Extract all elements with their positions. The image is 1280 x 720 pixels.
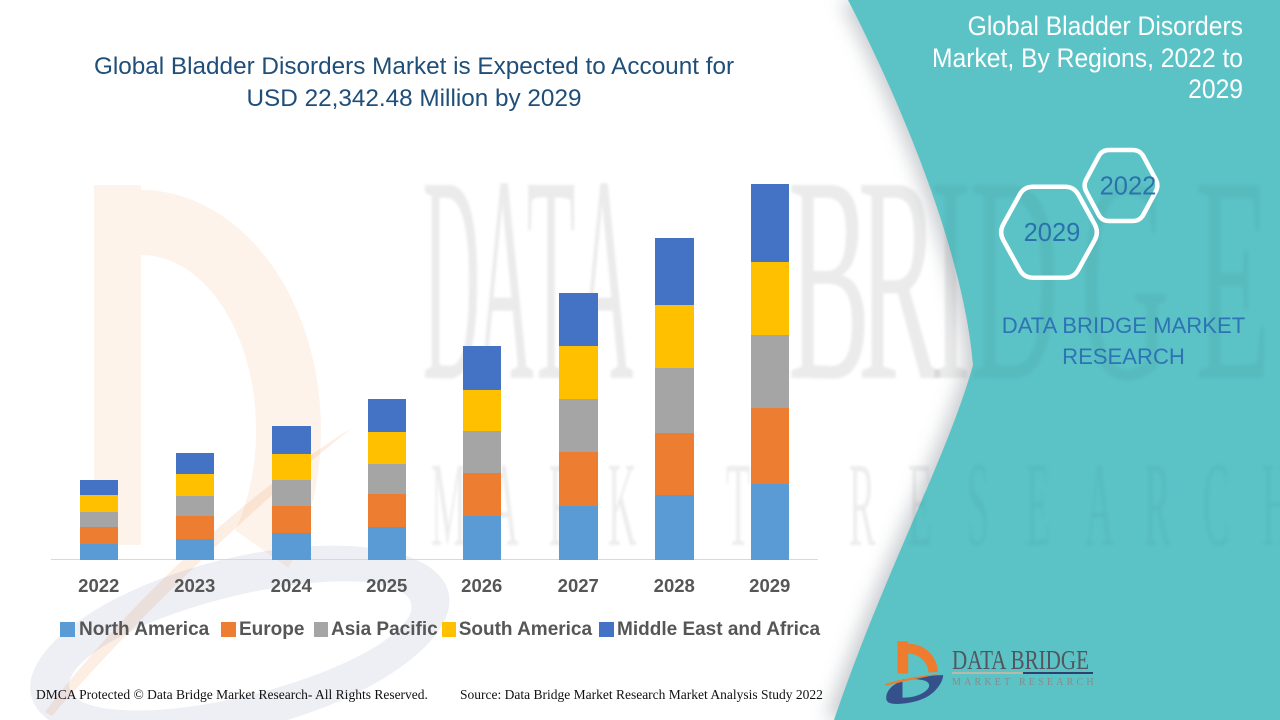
svg-text:2029: 2029: [1024, 219, 1081, 247]
svg-text:DATA: DATA: [423, 114, 634, 442]
svg-text:DATA: DATA: [423, 114, 634, 442]
svg-text:2022: 2022: [1100, 173, 1157, 201]
